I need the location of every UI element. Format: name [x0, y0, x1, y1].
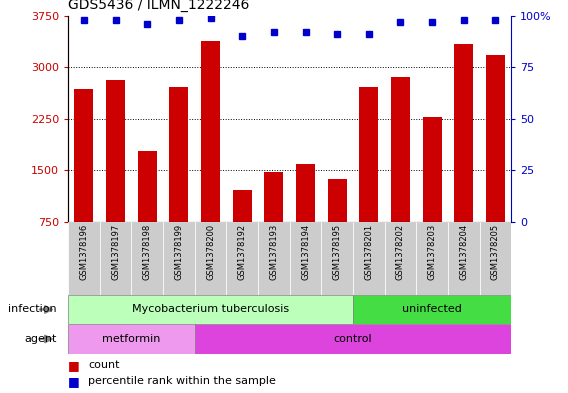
Bar: [195, 222, 227, 295]
Text: GSM1378204: GSM1378204: [460, 224, 468, 280]
Bar: [264, 172, 283, 222]
Text: GSM1378193: GSM1378193: [269, 224, 278, 281]
Text: count: count: [88, 360, 119, 371]
Bar: [68, 222, 100, 295]
Text: GSM1378202: GSM1378202: [396, 224, 405, 280]
Text: Mycobacterium tuberculosis: Mycobacterium tuberculosis: [132, 305, 289, 314]
Text: GSM1378195: GSM1378195: [333, 224, 341, 280]
Bar: [227, 222, 258, 295]
Bar: [486, 55, 505, 222]
Bar: [68, 324, 195, 354]
Bar: [385, 222, 416, 295]
Bar: [423, 117, 441, 222]
Bar: [296, 163, 315, 222]
Bar: [328, 179, 346, 222]
Bar: [360, 86, 378, 222]
Text: GSM1378192: GSM1378192: [238, 224, 247, 280]
Text: GSM1378205: GSM1378205: [491, 224, 500, 280]
Bar: [353, 222, 385, 295]
Text: metformin: metformin: [102, 334, 161, 344]
Bar: [391, 77, 410, 222]
Bar: [321, 222, 353, 295]
Text: GSM1378194: GSM1378194: [301, 224, 310, 280]
Text: GSM1378201: GSM1378201: [364, 224, 373, 280]
Text: GSM1378198: GSM1378198: [143, 224, 152, 281]
Text: ■: ■: [68, 375, 80, 388]
Bar: [68, 295, 353, 324]
Bar: [233, 190, 252, 222]
Bar: [479, 222, 511, 295]
Bar: [258, 222, 290, 295]
Bar: [131, 222, 163, 295]
Text: agent: agent: [24, 334, 57, 344]
Bar: [100, 222, 131, 295]
Text: control: control: [333, 334, 372, 344]
Text: GSM1378200: GSM1378200: [206, 224, 215, 280]
Text: ■: ■: [68, 359, 80, 372]
Bar: [163, 222, 195, 295]
Text: GDS5436 / ILMN_1222246: GDS5436 / ILMN_1222246: [68, 0, 249, 12]
Text: GSM1378203: GSM1378203: [428, 224, 437, 281]
Bar: [290, 222, 321, 295]
Text: GSM1378199: GSM1378199: [174, 224, 183, 280]
Text: GSM1378197: GSM1378197: [111, 224, 120, 281]
Bar: [454, 44, 473, 222]
Text: uninfected: uninfected: [402, 305, 462, 314]
Bar: [74, 89, 94, 222]
Bar: [416, 222, 448, 295]
Text: infection: infection: [8, 305, 57, 314]
Bar: [106, 80, 125, 222]
Bar: [201, 41, 220, 222]
Bar: [138, 151, 157, 222]
Text: percentile rank within the sample: percentile rank within the sample: [88, 376, 276, 386]
Bar: [353, 295, 511, 324]
Bar: [169, 86, 189, 222]
Bar: [448, 222, 479, 295]
Bar: [195, 324, 511, 354]
Text: GSM1378196: GSM1378196: [80, 224, 89, 281]
